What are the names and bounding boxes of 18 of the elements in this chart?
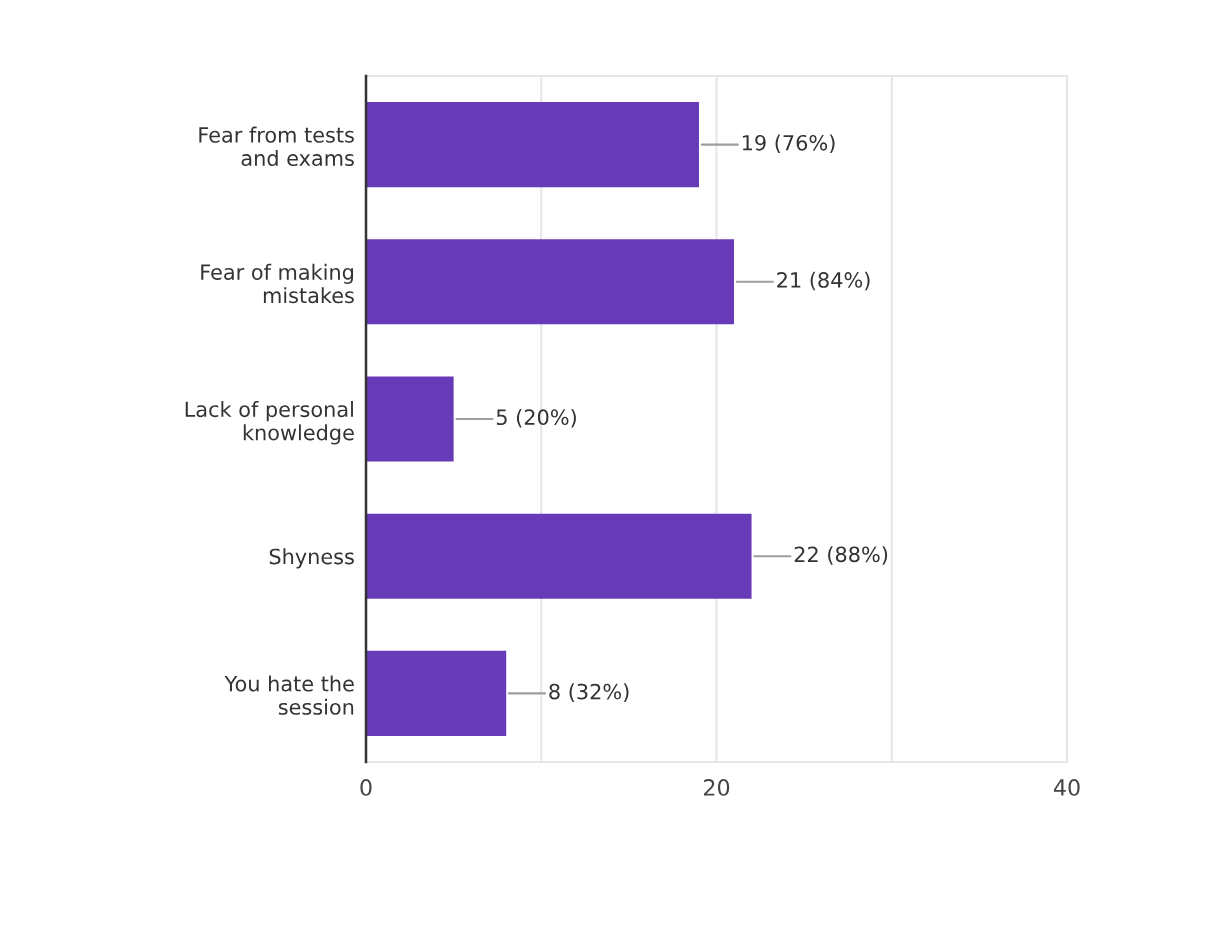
bar [366,650,507,736]
bar [366,239,735,325]
bar [366,102,699,188]
data-label: 5 (20%) [496,408,576,428]
y-tick-label: Fear from tests and exams [199,126,354,167]
x-tick-label: 40 [1053,779,1080,796]
y-tick-label: You hate the session [224,675,354,715]
y-tick-label: Fear of making mistakes [201,263,354,304]
y-tick-label: Lack of personal knowledge [185,401,354,445]
data-label: 19 (76%) [742,134,835,154]
bar [366,513,752,599]
bar [366,376,454,462]
x-tick-label: 0 [360,779,372,796]
data-label: 22 (88%) [794,546,888,565]
x-tick-label: 20 [703,779,730,796]
data-label: 21 (84%) [777,271,870,291]
data-label: 8 (32%) [549,683,629,702]
y-tick-label: Shyness [269,548,354,569]
